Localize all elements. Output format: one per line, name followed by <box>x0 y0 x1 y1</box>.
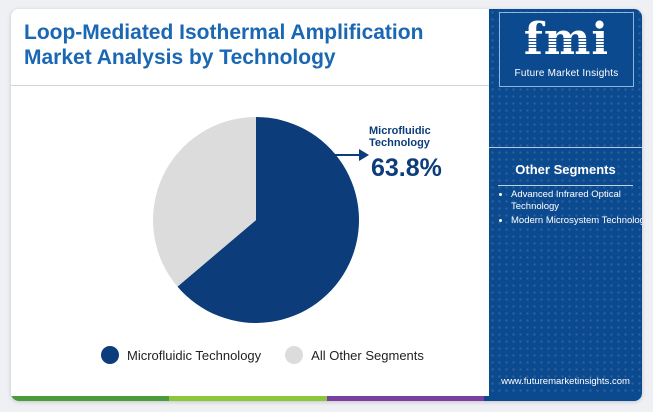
footer-segment <box>168 396 327 401</box>
callout-arrow <box>331 149 369 161</box>
footer-segment <box>326 396 485 401</box>
legend-swatch <box>101 346 119 364</box>
pie-slice-all-other-segments <box>153 117 256 287</box>
legend-label: Microfluidic Technology <box>127 347 262 363</box>
legend-item: Microfluidic Technology <box>101 346 261 364</box>
other-segments-list: Advanced Infrared Optical Technology Mod… <box>497 189 642 229</box>
website-url[interactable]: www.futuremarketinsights.com <box>501 376 630 387</box>
heading-underline <box>498 185 633 186</box>
page-title: Loop-Mediated Isothermal Amplification M… <box>24 21 424 69</box>
list-item: Advanced Infrared Optical Technology <box>511 189 642 213</box>
legend-item: All Other Segments <box>285 346 424 364</box>
legend-label: All Other Segments <box>311 347 424 363</box>
list-item: Modern Microsystem Technology <box>511 215 642 227</box>
sidebar-divider <box>489 147 642 148</box>
logo-subtitle: Future Market Insights <box>514 68 619 79</box>
other-segments-heading: Other Segments <box>515 162 616 177</box>
title-divider <box>11 85 489 86</box>
footer-segment <box>11 396 169 401</box>
pie-chart <box>153 117 369 323</box>
chart-card: Loop-Mediated Isothermal Amplification M… <box>11 9 642 401</box>
brand-logo: fmi Future Market Insights <box>499 12 634 87</box>
logo-stripes <box>508 36 625 48</box>
pie-slice-microfluidic-technology <box>177 117 359 323</box>
legend-swatch <box>285 346 304 364</box>
callout-value: 63.8% <box>371 154 442 182</box>
sidebar-panel: fmi Future Market Insights Other Segment… <box>489 9 642 401</box>
footer-segment <box>484 396 642 401</box>
callout-label: Microfluidic Technology <box>369 125 431 149</box>
chart-legend: Microfluidic Technology All Other Segment… <box>101 346 448 364</box>
footer-color-bar <box>11 396 642 401</box>
